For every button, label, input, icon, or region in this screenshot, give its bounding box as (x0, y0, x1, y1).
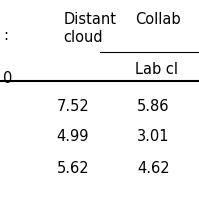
Text: 7.52: 7.52 (56, 100, 89, 114)
Text: 5.86: 5.86 (137, 100, 170, 114)
Text: 5.62: 5.62 (56, 161, 89, 176)
Text: 4.62: 4.62 (137, 161, 170, 176)
Text: 0: 0 (3, 71, 12, 86)
Text: :: : (3, 28, 8, 43)
Text: Collab: Collab (135, 12, 181, 27)
Text: Distant
cloud: Distant cloud (64, 12, 117, 45)
Text: 4.99: 4.99 (56, 129, 89, 144)
Text: Lab cl: Lab cl (135, 62, 178, 77)
Text: 3.01: 3.01 (137, 129, 170, 144)
